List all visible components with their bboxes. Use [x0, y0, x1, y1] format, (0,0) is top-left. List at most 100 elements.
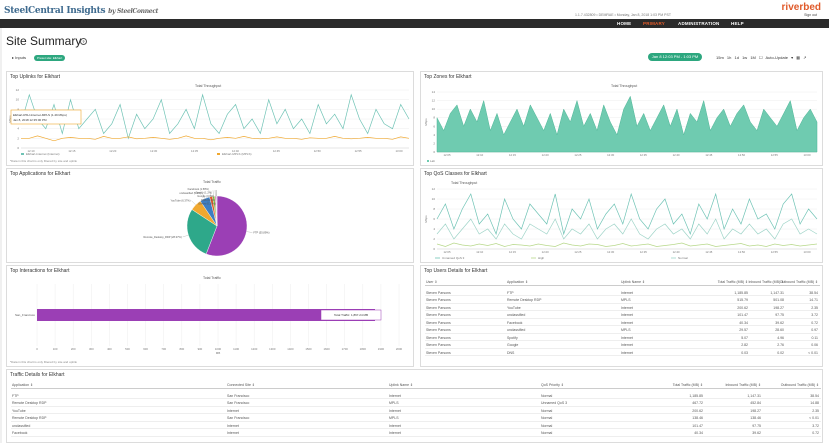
x-tick-label: 13:00: [396, 149, 403, 153]
table-row[interactable]: unclassified Internet Internet Normal 101.47…: [11, 422, 821, 429]
signout-link[interactable]: Sign out: [804, 13, 817, 17]
column-header[interactable]: Connected Site ⇕: [227, 383, 255, 387]
x-tick-label: 12:30: [607, 153, 614, 157]
table-cell: Internet: [621, 305, 633, 310]
table-row[interactable]: Steven Parsons Remote Desktop RDP MPLS 515.…: [425, 296, 820, 304]
table-row[interactable]: Steven Parsons Spotify Internet 5.07 4.96 0.1…: [425, 334, 820, 341]
nav-help[interactable]: HELP: [731, 21, 744, 26]
table-cell: 38.54: [809, 290, 818, 295]
x-tick-label: 500: [125, 347, 130, 351]
qos-chart[interactable]: 12 10 8 6 4 2 0 12:05 12:10 12:15 12:20 12:25 12:30 1…: [421, 169, 823, 263]
column-header[interactable]: Outbound Traffic (MB) ⇕: [779, 280, 818, 284]
table-cell: 1,147.31: [770, 290, 784, 295]
table-row[interactable]: Remote Desktop RDP San Francisco MPLS Unnam…: [11, 399, 821, 407]
table-row[interactable]: Steven Parsons YouTube Internet 200.62 198.2…: [425, 304, 820, 311]
table-cell: 28.60: [775, 328, 784, 332]
table-cell: 2.82: [741, 343, 748, 347]
x-tick-label: 2000: [396, 347, 403, 351]
app-logo[interactable]: SteelCentral Insights by SteelConnect: [4, 6, 159, 16]
range-15m[interactable]: 15m: [716, 55, 724, 60]
table-row[interactable]: Steven Parsons unclassified Internet 101.47…: [425, 311, 820, 319]
range-1d[interactable]: 1d: [734, 55, 739, 60]
applications-pie[interactable]: FTP (55.89%) Remote_Desktop_RDP (28.37%) Y…: [7, 169, 414, 263]
nav-primary[interactable]: PRIMARY: [643, 21, 665, 26]
column-header[interactable]: User ⇕: [426, 280, 438, 284]
nav-home[interactable]: HOME: [617, 21, 632, 26]
column-header[interactable]: Total Traffic (MB) ⇕: [717, 280, 748, 284]
x-tick-label: 12:05: [444, 153, 451, 157]
pie-leader-5: [212, 190, 214, 197]
pie-leader-3: [202, 193, 205, 199]
x-tick-label: 12:50: [738, 250, 745, 254]
x-tick-label: 12:05: [444, 250, 451, 254]
bar-tooltip-text: Total Traffic: 1,867.24 MB: [334, 313, 368, 317]
column-header[interactable]: Inbound Traffic (MB) ⇕: [748, 280, 784, 284]
range-1M[interactable]: 1M: [750, 55, 756, 60]
column-header[interactable]: Inbound Traffic (MB) ⇕: [725, 383, 761, 387]
column-header[interactable]: QoS Priority ⇕: [541, 383, 564, 387]
panel-title: Top Uplinks for Elkhart: [10, 74, 61, 80]
legend-label-1: Elkhart-MPLS (MPLS): [222, 152, 252, 156]
table-row[interactable]: Steven Parsons DNS Internet 0.03 0.02 < 0.01: [425, 349, 820, 356]
table-row[interactable]: Steven Parsons Facebook Internet 40.34 39.62…: [425, 319, 820, 326]
brand-logo: riverbed: [781, 2, 821, 13]
date-range-picker[interactable]: Jan 8 12:03 PM - 1:03 PM: [648, 53, 702, 61]
range-1h[interactable]: 1h: [726, 55, 732, 60]
table-cell: 0.11: [811, 335, 818, 340]
table-row[interactable]: FTP San Francisco Internet Normal 1,185.85 1,…: [11, 392, 821, 399]
pie-label-4: Facebook (1.58%): [188, 187, 209, 191]
legend-label-0: Unnamed QoS 3: [442, 256, 465, 260]
auto-update-toggle[interactable]: ☐ Auto-Update ▾: [759, 55, 794, 60]
legend-swatch-0: [427, 160, 429, 162]
user-info: 1.1.7.432809 • DEMRAE • Monday, Jan 8, 2…: [575, 13, 671, 17]
pie-leader-2: [191, 200, 196, 205]
help-icon[interactable]: ?: [80, 38, 87, 45]
x-tick-label: 12:40: [673, 250, 680, 254]
x-tick-label: 100: [53, 347, 58, 351]
table-cell: Facebook: [12, 431, 28, 435]
table-cell: 0.06: [811, 343, 818, 347]
y-tick-label: 10: [432, 197, 436, 201]
preset-site-pill[interactable]: Preset site: Elkhart: [34, 55, 66, 61]
table-row[interactable]: Steven Parsons unclassified MPLS 29.57 28.60…: [425, 326, 820, 334]
column-header[interactable]: Application ⇕: [12, 383, 34, 387]
chart-note: *Data in this chart is only filtered by …: [10, 360, 77, 364]
x-tick-label: 800: [179, 347, 184, 351]
table-cell: Remote Desktop RDP: [12, 416, 47, 420]
panel-title: Top Zones for Elkhart: [424, 74, 472, 80]
table-cell: < 0.01: [808, 350, 818, 355]
external-link-icon[interactable]: ↗: [803, 55, 807, 60]
table-row[interactable]: Steven Parsons FTP Internet 1,185.85 1,147.3…: [425, 289, 820, 296]
x-tick-label: 12:10: [28, 149, 35, 153]
table-row[interactable]: Facebook Internet Internet Normal 40.34 39.62…: [11, 429, 821, 437]
column-header[interactable]: Total Traffic (MB) ⇕: [672, 383, 703, 387]
interactions-chart[interactable]: 0 100 200 300 400 500 600 700 800 900 1000 1100 1200…: [7, 266, 414, 367]
inputs-toggle[interactable]: ▸ Inputs: [12, 55, 27, 60]
panel-top-qos: Top QoS Classes for Elkhart Total Throug…: [420, 168, 823, 263]
table-row[interactable]: Steven Parsons Google Internet 2.82 2.76 0.06: [425, 341, 820, 349]
pie-label-1: Remote_Desktop_RDP (28.37%): [144, 235, 182, 239]
y-tick-label: 0: [433, 247, 435, 251]
x-tick-label: 12:35: [640, 153, 647, 157]
column-header[interactable]: Outbound Traffic (MB) ⇕: [780, 383, 819, 387]
uplinks-chart[interactable]: 12108642012:1012:1512:2012:3012:3512:401…: [7, 72, 414, 166]
x-tick-label: 12:25: [574, 153, 581, 157]
column-header[interactable]: Uplink Name ⇕: [389, 383, 413, 387]
chart-title: Total Throughput: [195, 84, 222, 88]
table-row[interactable]: Remote Desktop RDP San Francisco MPLS Norma…: [11, 414, 821, 422]
tooltip-line2: Jan 8, 2018 12:35:00 PM: [13, 118, 47, 122]
nav-administration[interactable]: ADMINISTRATION: [678, 21, 720, 26]
range-1w[interactable]: 1w: [742, 55, 748, 60]
x-tick-label: 13:00: [804, 153, 811, 157]
column-header[interactable]: Application ⇕: [507, 280, 529, 284]
pie-leader-4: [209, 190, 212, 197]
table-row[interactable]: YouTube Internet Internet Normal 200.62 198.2…: [11, 407, 821, 414]
zones-chart[interactable]: 14 12 10 8 6 4 2 0 12:05 12:10 12:15 12:20 12:25 12:3…: [421, 72, 823, 166]
column-header[interactable]: Uplink Name ⇕: [621, 280, 645, 284]
x-tick-label: 12:35: [191, 149, 198, 153]
users-table: User ⇕ Application ⇕ Uplink Name ⇕ Total Tr…: [425, 278, 820, 366]
table-cell: 97.75: [775, 313, 784, 317]
calendar-icon[interactable]: ▦: [796, 55, 800, 60]
tooltip-box: [10, 109, 82, 125]
y-tick-label: 14: [432, 90, 436, 94]
